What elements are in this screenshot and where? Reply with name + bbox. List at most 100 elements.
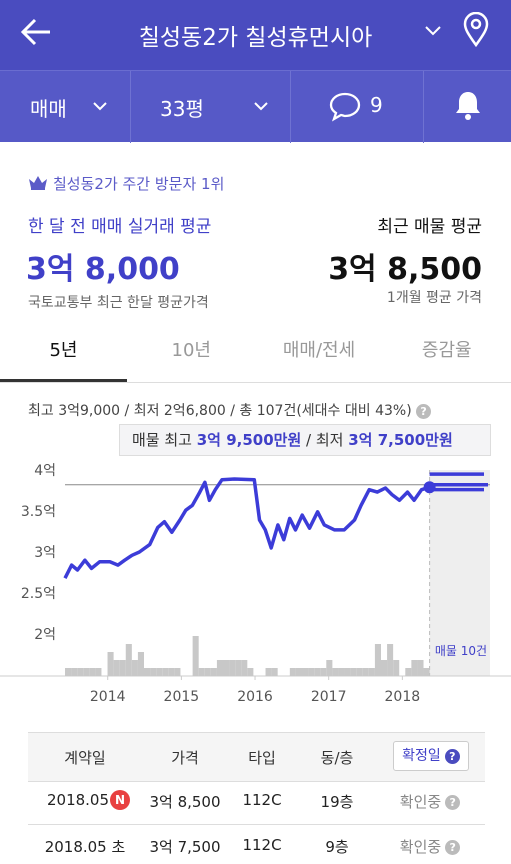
filter-bar: 매매 33평 9 (0, 70, 511, 143)
volume-bar (380, 660, 388, 676)
table-cell: 3억 7,500 (149, 838, 221, 856)
volume-bar (405, 668, 412, 676)
confirm-button[interactable]: 확정일? (393, 741, 469, 771)
volume-bar (344, 668, 351, 676)
volume-bar (411, 660, 418, 676)
volume-bar (150, 668, 157, 676)
volume-bar (77, 668, 84, 676)
table-cell: 9층 (325, 838, 349, 856)
row-divider (28, 824, 485, 825)
volume-bar (119, 660, 126, 676)
deal-table: 계약일 가격 타입 동/층 확정일? 2018.05 N 3억 8,500 112C 19층 확인중… (28, 732, 485, 864)
comment-icon[interactable] (328, 91, 362, 123)
volume-bar (198, 668, 205, 676)
divider (0, 382, 511, 383)
header-cell: 타입 (248, 749, 276, 767)
price-chart: 4억 3.5억 3억 2.5억 2억 2014 2015 2016 2017 2018 매물 10건 (0, 463, 511, 705)
table-cell: 19층 (320, 793, 354, 811)
volume-bar (265, 668, 272, 676)
location-button[interactable] (462, 12, 490, 48)
right-value: 3억 8,500 (328, 252, 482, 287)
header-cell: 가격 (171, 749, 199, 767)
volume-bar (320, 668, 327, 676)
y-tick-label: 3.5억 (21, 504, 56, 520)
stats: 최고 3억9,000 / 최저 2억6,800 / 총 107건(세대수 대비 … (28, 400, 432, 420)
tab[interactable]: 10년 (171, 340, 211, 361)
crown-icon (29, 176, 47, 190)
top-bar: 칠성동2가 칠성휴먼시아 (0, 0, 511, 70)
divider (130, 71, 131, 143)
volume-bar (314, 668, 321, 676)
help-icon[interactable]: ? (445, 840, 461, 855)
volume-bar (271, 668, 278, 676)
volume-bar (107, 652, 114, 676)
volume-bar (162, 668, 169, 676)
tooltip-min: 3억 7,500만원 (348, 431, 453, 449)
volume-bar (338, 668, 345, 676)
volume-bar (192, 636, 199, 676)
divider (423, 71, 424, 143)
volume-bar (143, 668, 151, 676)
help-icon[interactable]: ? (416, 403, 432, 419)
title: 칠성동2가 칠성휴먼시아 (138, 25, 373, 51)
volume-bar (308, 668, 315, 676)
volume-bar (235, 660, 242, 676)
header-cell: 계약일 (64, 749, 106, 767)
volume-bar (83, 668, 90, 676)
stats-text: 최고 3억9,000 / 최저 2억6,800 / 총 107건(세대수 대비 … (28, 403, 412, 419)
volume-bar (423, 668, 430, 676)
volume-bar (332, 668, 339, 676)
right-note: 1개월 평균 가격 (386, 290, 482, 306)
price-line (63, 477, 431, 579)
volume-bar (113, 660, 120, 676)
listing-count: 매물 10건 (435, 644, 487, 658)
dropdown-icon (254, 102, 268, 111)
trade-filter[interactable]: 매매 (30, 97, 67, 121)
table-cell: 2018.05 (46, 791, 110, 809)
volume-bar (174, 668, 181, 676)
tab[interactable]: 5년 (49, 340, 78, 361)
header-cell: 확정일 (402, 748, 441, 764)
volume-bar (71, 668, 78, 676)
status-cell: 확인중? (380, 791, 480, 812)
header-cell: 동/층 (320, 749, 354, 767)
status-cell: 확인중? (380, 836, 480, 857)
left-value: 3억 8,000 (26, 252, 180, 287)
tab[interactable]: 매매/전세 (282, 340, 356, 361)
x-tick-label: 2015 (164, 689, 200, 705)
volume-bar (417, 660, 424, 676)
volume-bar (356, 668, 363, 676)
status-text: 확인중 (399, 838, 442, 856)
volume-bar (393, 660, 400, 676)
new-badge: N (110, 790, 130, 810)
table-cell: 112C (242, 836, 282, 854)
y-tick-label: 4억 (34, 463, 56, 479)
dropdown-icon (93, 102, 107, 111)
volume-bar (137, 652, 144, 676)
volume-bar (247, 668, 254, 676)
tooltip-text: / 최저 (301, 431, 349, 449)
volume-bar (204, 668, 211, 676)
x-tick-label: 2014 (90, 689, 126, 705)
bell-button[interactable] (453, 89, 483, 123)
table-cell: 2018.05 초 (44, 838, 126, 856)
status-text: 확인중 (399, 793, 442, 811)
tab[interactable]: 증감율 (421, 340, 472, 361)
volume-bar (89, 668, 96, 676)
tooltip-max: 3억 9,500만원 (196, 431, 302, 449)
volume-bar (289, 668, 296, 676)
table-cell: 112C (242, 791, 282, 809)
volume-bar (374, 644, 381, 676)
volume-bar (65, 668, 72, 676)
help-icon[interactable]: ? (445, 795, 461, 810)
back-button[interactable] (20, 17, 54, 47)
table-cell: 3억 8,500 (149, 793, 221, 811)
volume-bar (210, 668, 217, 676)
area-filter[interactable]: 33평 (160, 97, 204, 121)
tooltip-text: 매물 최고 (132, 431, 197, 449)
title-dropdown[interactable] (424, 24, 442, 38)
y-tick-label: 3억 (34, 545, 56, 561)
comment-count: 9 (370, 93, 383, 117)
tooltip: 매물 최고 3억 9,500만원 / 최저 3억 7,500만원 (119, 424, 491, 456)
